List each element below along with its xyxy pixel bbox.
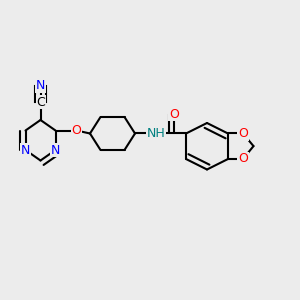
Text: O: O	[72, 124, 81, 137]
Text: N: N	[36, 79, 45, 92]
Text: NH: NH	[147, 127, 165, 140]
Text: O: O	[238, 152, 248, 166]
Text: O: O	[238, 127, 248, 140]
Text: C: C	[36, 95, 45, 109]
Text: O: O	[169, 107, 179, 121]
Text: N: N	[21, 143, 30, 157]
Text: N: N	[51, 143, 60, 157]
